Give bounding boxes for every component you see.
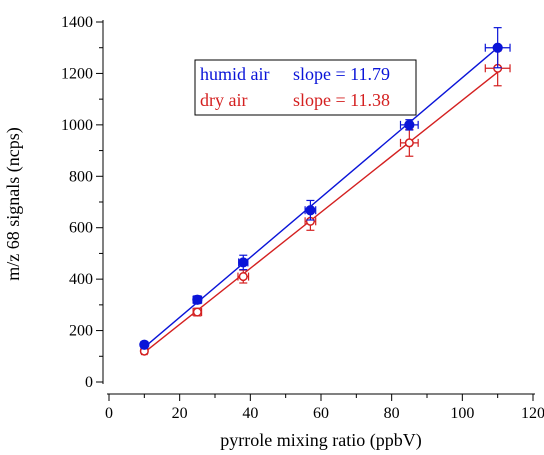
x-tick-label: 60 — [313, 405, 329, 422]
fit-lines — [143, 47, 499, 353]
y-tick-label: 1000 — [61, 117, 93, 134]
marker-dry — [404, 138, 414, 148]
data-point-humid — [238, 254, 249, 271]
y-tick-label: 800 — [69, 168, 93, 185]
legend-dry-name: dry air — [200, 90, 247, 110]
y-tick-label: 600 — [69, 220, 93, 237]
data-point-humid — [304, 199, 317, 221]
data-point-dry — [192, 307, 203, 317]
marker-humid — [404, 119, 415, 130]
legend-humid-name: humid air — [200, 64, 270, 84]
y-tick-label: 400 — [69, 271, 93, 288]
legend: humid air slope = 11.79 dry air slope = … — [194, 59, 417, 116]
y-tick-label: 1400 — [61, 14, 93, 31]
x-tick-label: 40 — [242, 405, 258, 422]
x-tick-label: 80 — [384, 405, 400, 422]
marker-humid — [192, 294, 203, 305]
y-tick-label: 0 — [85, 374, 93, 391]
data-point-humid — [139, 339, 150, 350]
legend-dry-slope: slope = 11.38 — [293, 90, 390, 110]
data-points — [139, 27, 511, 356]
fit-line-humid — [143, 47, 499, 348]
marker-humid — [305, 205, 316, 216]
x-axis-label: pyrrole mixing ratio (ppbV) — [220, 430, 421, 451]
marker-humid — [139, 339, 150, 350]
x-tick-label: 20 — [172, 405, 188, 422]
y-tick-label: 1200 — [61, 65, 93, 82]
marker-humid — [492, 42, 503, 53]
legend-humid-slope: slope = 11.79 — [293, 64, 390, 84]
marker-humid — [238, 257, 249, 268]
data-point-dry — [399, 128, 419, 157]
y-tick-label: 200 — [69, 323, 93, 340]
y-axis-label: m/z 68 signals (ncps) — [3, 127, 24, 280]
x-tick-label: 120 — [521, 405, 544, 422]
fit-line-dry — [143, 71, 499, 353]
data-point-humid — [484, 27, 511, 69]
data-point-dry — [237, 269, 250, 284]
axes: 0 200 400 600 800 1000 1200 1400 0 20 40 60 80 100 120 — [61, 14, 544, 422]
marker-dry — [238, 272, 248, 282]
marker-dry — [192, 307, 202, 317]
x-tick-label: 0 — [105, 405, 113, 422]
legend-box — [194, 59, 417, 116]
data-point-humid — [399, 119, 419, 131]
x-tick-label: 100 — [450, 405, 474, 422]
data-point-humid — [192, 294, 203, 305]
